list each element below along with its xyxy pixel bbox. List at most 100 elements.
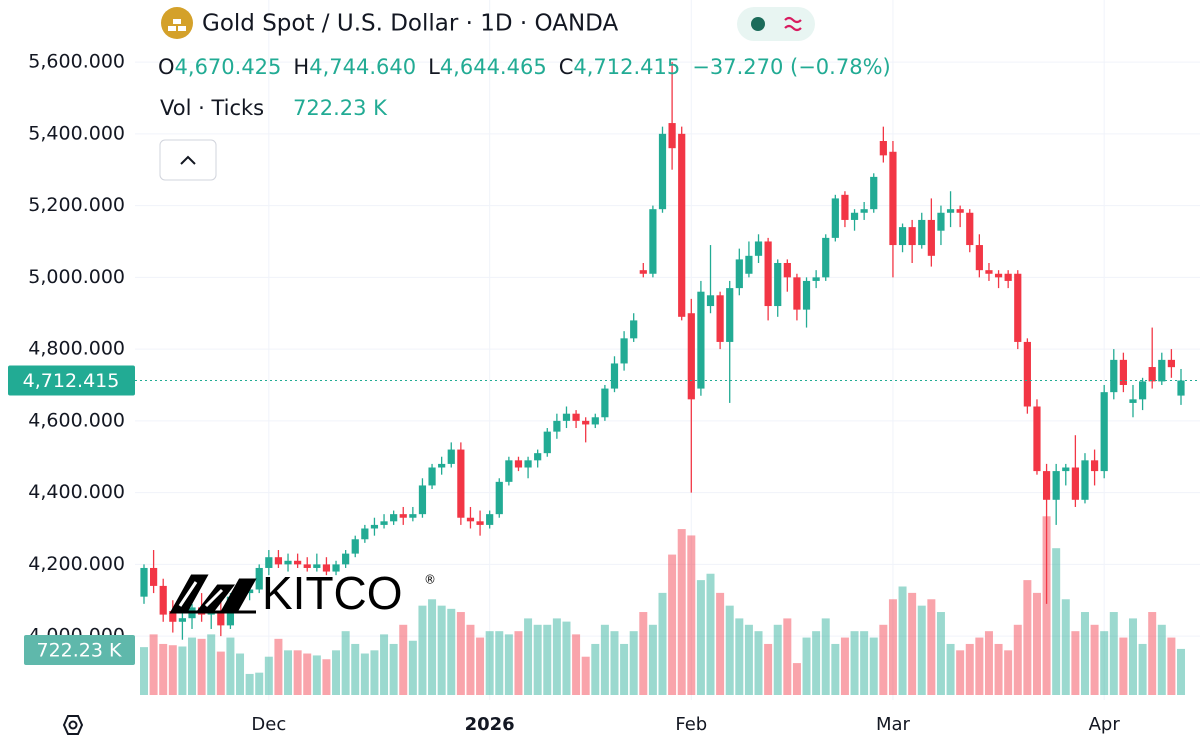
candle-body: [822, 237, 830, 278]
candle-body: [265, 557, 273, 568]
volume-bar: [1052, 548, 1061, 695]
volume-bar: [927, 599, 936, 695]
candle-body: [332, 564, 340, 572]
volume-bar: [965, 643, 974, 695]
candle-body: [620, 338, 628, 364]
volume-bar: [1119, 637, 1128, 695]
volume-bar: [447, 608, 456, 695]
volume-bar: [620, 643, 629, 695]
volume-bar: [476, 637, 485, 695]
last-price-box: [8, 365, 135, 396]
volume-bar: [716, 592, 725, 695]
candle-body: [658, 133, 667, 210]
candle-body: [1090, 460, 1099, 472]
volume-bar: [264, 656, 273, 695]
candle-body: [678, 133, 686, 317]
candle-body: [956, 209, 964, 213]
volume-bar: [687, 535, 696, 695]
x-tick-label: Apr: [1089, 714, 1121, 735]
volume-bar: [456, 612, 465, 695]
volume-bar: [380, 634, 389, 695]
volume-bar: [879, 624, 888, 695]
volume-bar: [504, 634, 513, 695]
legend-key: H: [293, 55, 309, 79]
status-dot: [751, 17, 765, 31]
volume-bar: [533, 624, 542, 695]
candle-body: [390, 514, 398, 522]
candle-body: [284, 560, 292, 565]
candle-body: [764, 241, 772, 307]
volume-bar: [140, 647, 148, 695]
volume-bar: [1004, 650, 1013, 695]
candle-body: [735, 259, 743, 289]
candle-body: [860, 209, 868, 213]
candle-body: [466, 517, 475, 522]
settings-icon[interactable]: [62, 715, 84, 735]
candle-body: [946, 209, 955, 213]
volume-bar: [1042, 516, 1051, 695]
watermark-logo: [169, 574, 257, 614]
candle-body: [562, 413, 571, 421]
candle-body: [1062, 467, 1070, 472]
status-wave: [784, 16, 802, 32]
volume-bar: [706, 573, 715, 695]
candle-body: [927, 219, 935, 256]
volume-bar: [399, 624, 408, 695]
collapse-button[interactable]: [159, 139, 217, 181]
volume-bar: [677, 529, 686, 695]
volume-bar: [744, 624, 753, 695]
candle-body: [1042, 471, 1051, 500]
candle-body: [1138, 381, 1147, 400]
candle-body: [457, 449, 465, 518]
volume-bar: [1109, 612, 1118, 695]
candle-body: [697, 291, 705, 389]
volume-bar: [658, 592, 667, 695]
volume-bar: [332, 650, 341, 695]
grid: [135, 0, 1200, 700]
volume-bar: [840, 637, 849, 695]
symbol-icon-bars: [168, 19, 186, 31]
volume-bar: [341, 631, 350, 695]
y-tick-label: 4,600.000: [28, 409, 125, 431]
candle-body: [476, 521, 484, 525]
volume-bar: [1080, 612, 1089, 695]
candle-body: [783, 262, 791, 278]
x-tick-label: Dec: [251, 714, 286, 735]
candle-body: [322, 564, 331, 572]
candle-body: [802, 280, 811, 310]
volume-bar: [418, 605, 427, 695]
volume-value-box: [24, 635, 135, 665]
y-tick-label: 5,200.000: [28, 194, 125, 216]
volume-bar: [812, 631, 821, 695]
candle-body: [159, 585, 167, 615]
candle-body: [505, 460, 513, 482]
volume-bar: [773, 624, 782, 695]
candle-body: [514, 460, 523, 468]
status-badge[interactable]: [737, 7, 815, 41]
candle-body: [553, 420, 561, 432]
y-tick-label: 5,000.000: [28, 266, 125, 288]
y-tick-label: 4,400.000: [28, 481, 125, 503]
candle-body: [745, 255, 753, 274]
volume-bar: [860, 631, 869, 695]
legend-value: 4,644.465: [440, 55, 547, 79]
legend-change: −37.270 (−0.78%): [692, 55, 890, 79]
candle-body: [351, 539, 359, 554]
candle-body: [399, 514, 407, 518]
candle-body: [294, 560, 302, 565]
candle-body: [754, 241, 763, 256]
candle-body: [274, 557, 283, 565]
x-tick-label: Mar: [876, 714, 911, 735]
watermark-mark: ®: [424, 573, 436, 587]
candle-body: [524, 460, 532, 468]
candle-body: [217, 611, 225, 626]
volume-bar: [1167, 637, 1176, 695]
candle-body: [850, 212, 859, 220]
candle-body: [418, 485, 427, 515]
candle-body: [994, 273, 1003, 278]
candle-body: [428, 467, 436, 486]
volume-bar: [1061, 599, 1070, 695]
legend-key: C: [559, 55, 574, 79]
volume-bar: [370, 650, 379, 695]
candle-body: [246, 589, 254, 594]
